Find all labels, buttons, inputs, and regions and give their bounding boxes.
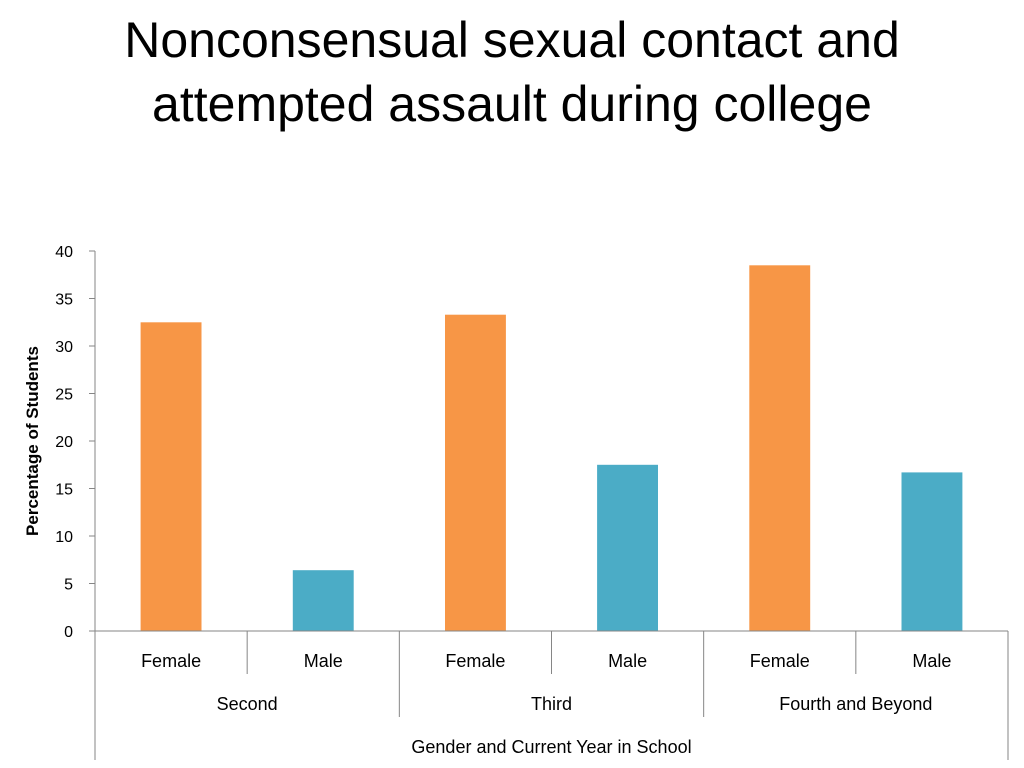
y-tick-label: 5 [64, 577, 73, 594]
bar-second-female [140, 322, 202, 632]
bar-second-male [292, 570, 354, 631]
y-axis-title: Percentage of Students [23, 346, 42, 536]
y-tick-label: 0 [64, 624, 73, 641]
y-tick-label: 10 [55, 529, 73, 546]
y-tick-label: 15 [55, 482, 73, 499]
bar-fourth-and-beyond-male [901, 472, 963, 631]
y-tick-label: 30 [55, 339, 73, 356]
x-category-label: Female [445, 651, 505, 671]
y-tick-label: 25 [55, 387, 73, 404]
x-category-label: Male [912, 651, 951, 671]
x-category-label: Female [750, 651, 810, 671]
title-line-2: attempted assault during college [152, 76, 872, 132]
bar-fourth-and-beyond-female [749, 265, 811, 632]
bar-third-female [445, 314, 506, 631]
x-category-label: Female [141, 651, 201, 671]
y-tick-label: 40 [55, 244, 73, 261]
x-category-label: Male [304, 651, 343, 671]
bar-third-male [597, 464, 658, 632]
x-group-label: Second [217, 694, 278, 714]
y-tick-label: 35 [55, 292, 73, 309]
y-tick-label: 20 [55, 434, 73, 451]
x-category-label: Male [608, 651, 647, 671]
x-group-label: Fourth and Beyond [779, 694, 932, 714]
x-group-label: Third [531, 694, 572, 714]
title-line-1: Nonconsensual sexual contact and [124, 12, 900, 68]
page-title: Nonconsensual sexual contact and attempt… [0, 8, 1024, 136]
x-axis-title: Gender and Current Year in School [411, 737, 691, 757]
